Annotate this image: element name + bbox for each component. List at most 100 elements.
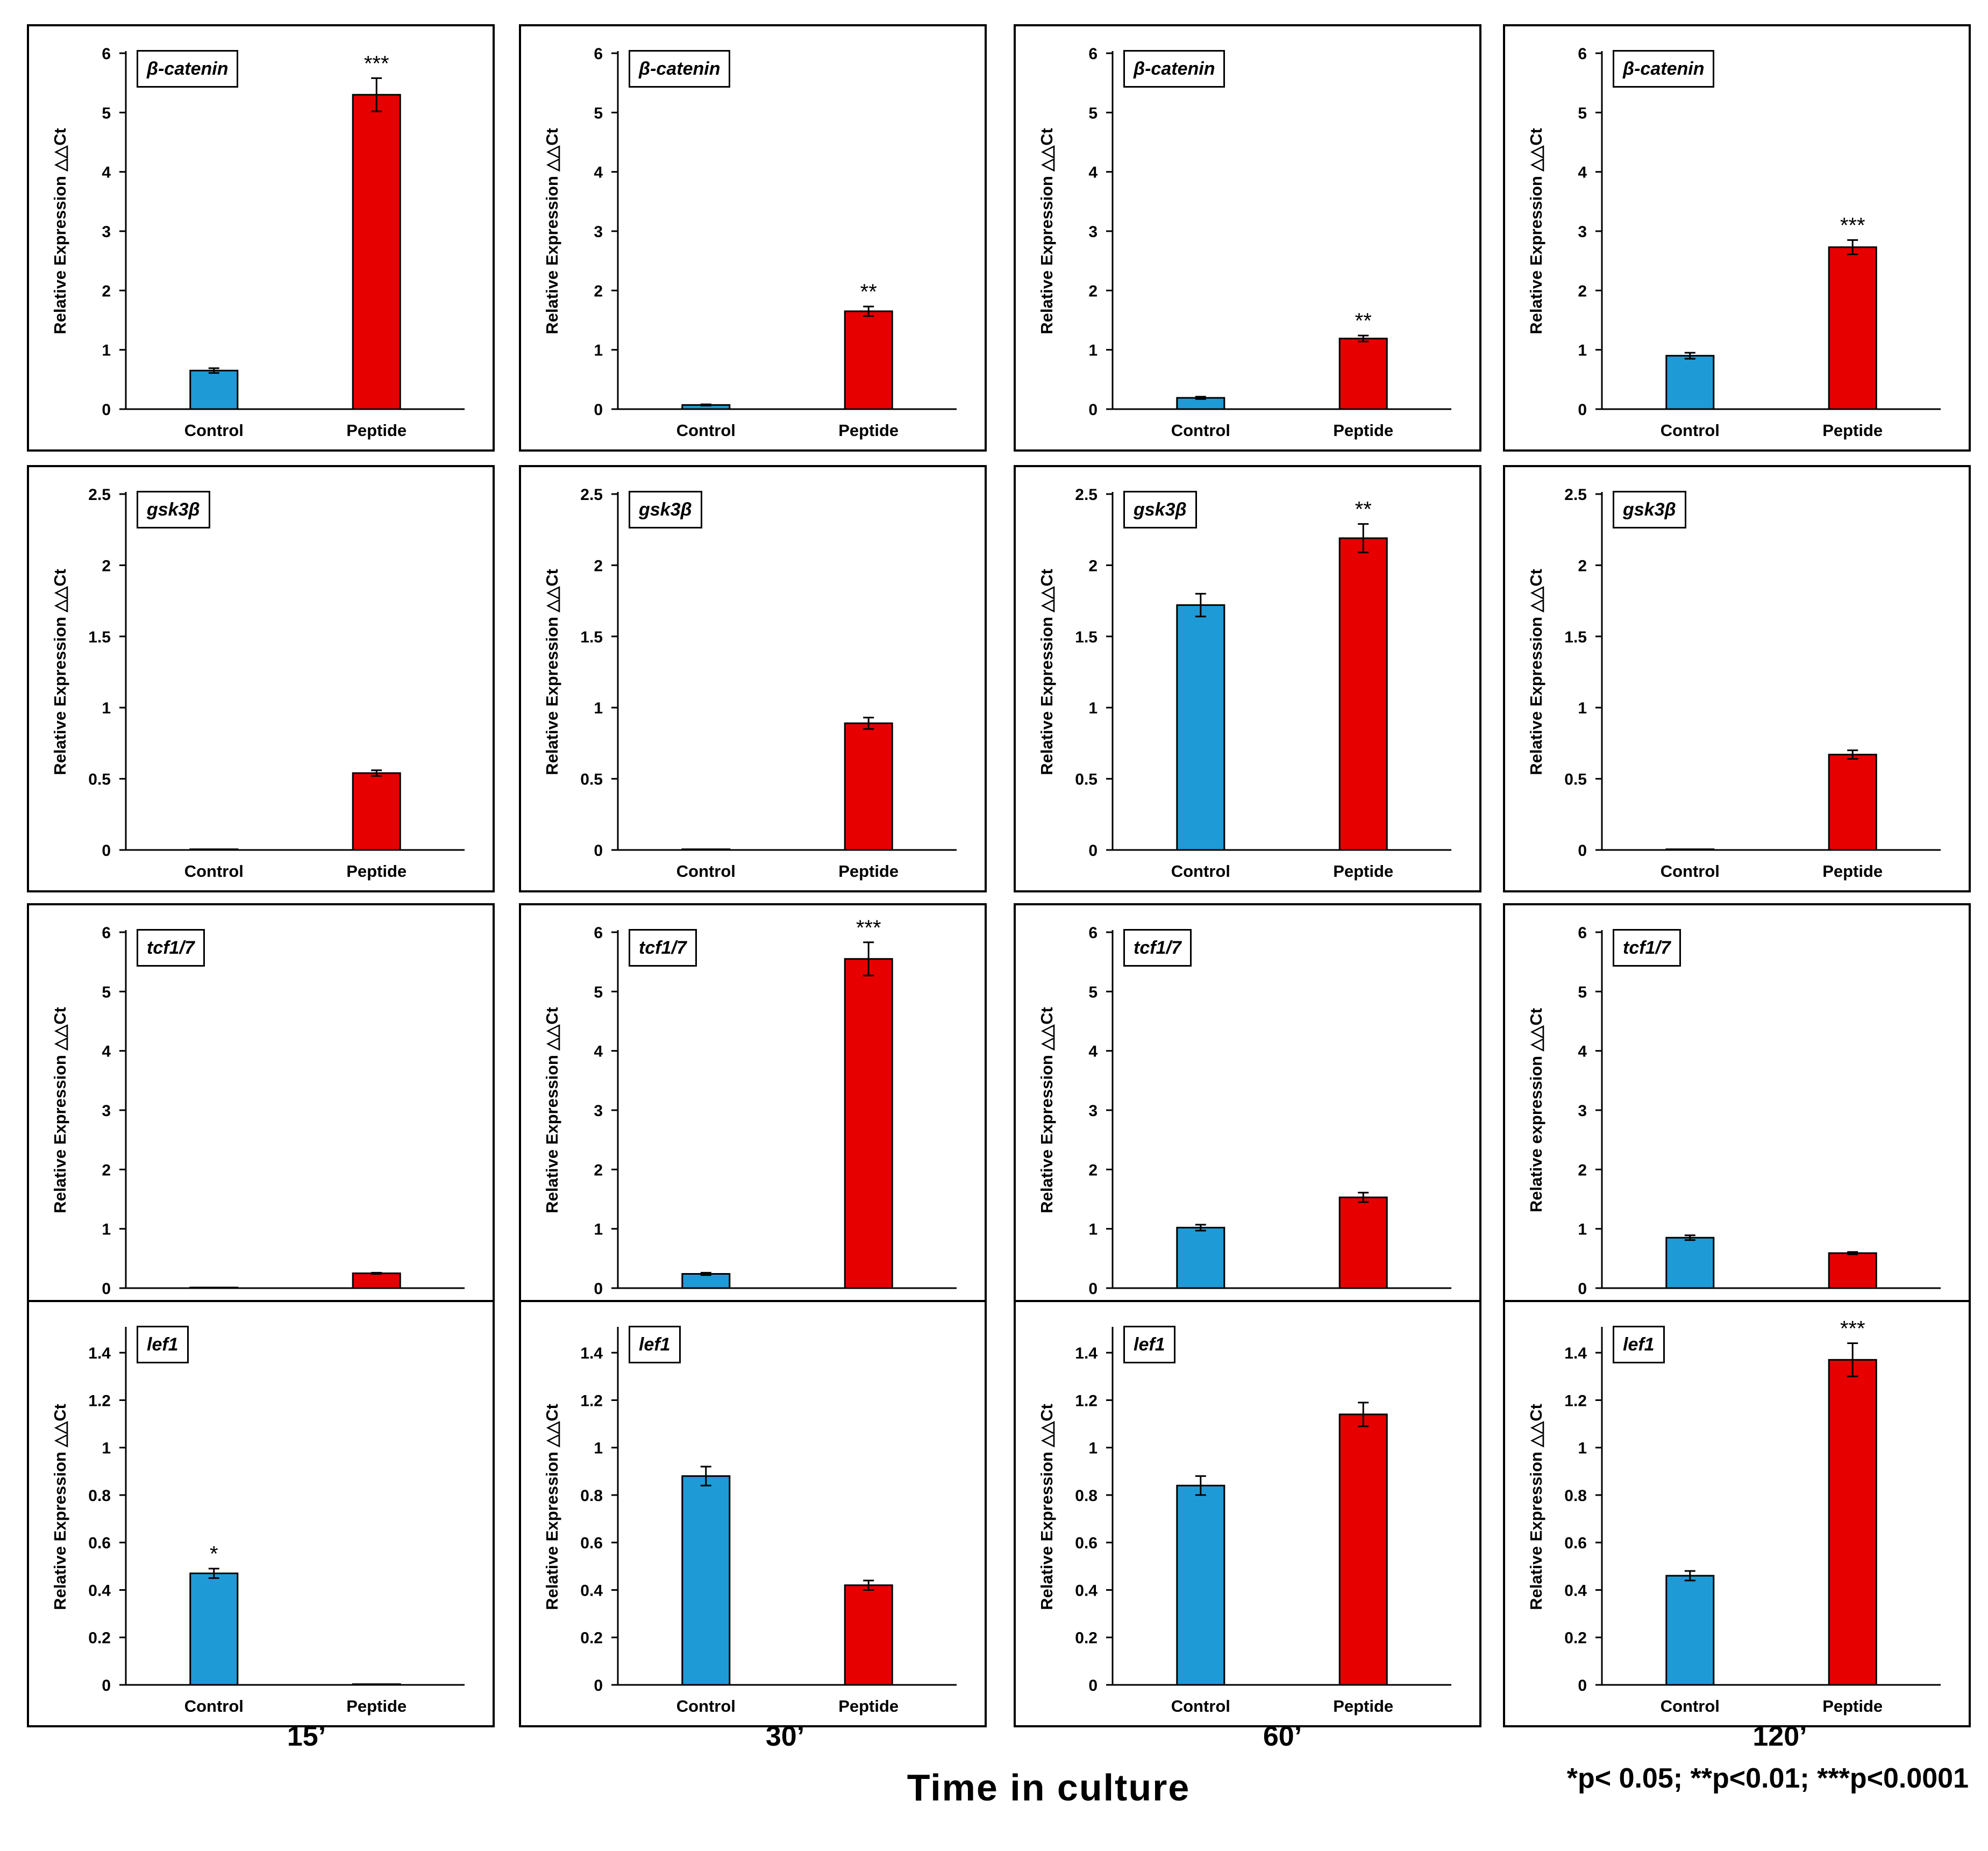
y-tick-label: 6: [1088, 45, 1098, 63]
x-category-label: Peptide: [346, 1697, 407, 1716]
y-tick-label: 4: [1088, 164, 1098, 182]
y-tick-label: 1: [594, 1221, 603, 1239]
y-tick-label: 5: [102, 983, 111, 1001]
error-bar: [208, 367, 219, 374]
error-bar: [1195, 396, 1206, 400]
error-bar: [371, 77, 382, 112]
y-tick-label: 0: [1578, 1677, 1587, 1695]
y-tick-label: 0: [1088, 1677, 1098, 1695]
y-tick-label: 3: [1088, 1102, 1098, 1120]
chart-panel: lef1 0 0.2 0.4 0.6 0.8 1 1.2 1.4 Relative Express…: [1503, 1300, 1971, 1727]
y-tick-label: 1.5: [1564, 628, 1587, 646]
y-tick-label: 6: [1578, 45, 1587, 63]
bar-control: [1665, 848, 1715, 851]
bar-control: [1665, 355, 1715, 410]
y-tick-label: 1: [594, 1440, 603, 1457]
x-category-label: Peptide: [346, 421, 407, 440]
gene-label: tcf1/7: [1613, 929, 1681, 967]
gene-label: gsk3β: [629, 491, 702, 528]
y-tick-label: 0: [594, 1677, 603, 1695]
chart-svg: 0 0.5 1 1.5 2 2.5 Relative Expression △△Ct Cont…: [1527, 486, 1941, 881]
y-tick-label: 0.5: [1564, 771, 1587, 789]
x-category-label: Peptide: [1822, 421, 1883, 440]
chart-panel: gsk3β 0 0.5 1 1.5 2 2.5 Relative Expression △△C…: [1014, 465, 1481, 892]
chart-svg: 0 0.5 1 1.5 2 2.5 Relative Expression △△Ct Cont…: [543, 486, 957, 881]
y-tick-label: 5: [594, 104, 603, 122]
x-category-label: Peptide: [1822, 862, 1883, 881]
error-bar: [1684, 352, 1695, 360]
y-axis-label: Relative Expression △△Ct: [1527, 1404, 1545, 1610]
y-tick-label: 1: [1088, 1221, 1098, 1239]
y-tick-label: 3: [102, 223, 111, 241]
bar-peptide: [352, 1272, 401, 1289]
y-tick-label: 1.5: [580, 628, 603, 646]
error-bar: [863, 305, 874, 317]
chart-panel: β-catenin 0 1 2 3 4 5 6 Relative Expression △△Ct…: [1503, 24, 1971, 452]
y-tick-label: 4: [594, 1043, 603, 1061]
y-tick-label: 1: [102, 342, 111, 360]
y-tick-label: 2: [1578, 557, 1587, 575]
y-tick-label: 0: [1088, 842, 1098, 860]
y-tick-label: 0: [594, 1280, 603, 1298]
gene-label: lef1: [1123, 1326, 1175, 1363]
gene-label: gsk3β: [1613, 491, 1686, 528]
y-tick-label: 0: [1578, 1280, 1587, 1298]
x-category-label: Control: [676, 862, 736, 881]
x-category-label: Peptide: [346, 862, 407, 881]
y-tick-label: 0: [1088, 1280, 1098, 1298]
y-axis-label: Relative Expression △△Ct: [51, 1404, 69, 1610]
y-tick-label: 0: [1578, 842, 1587, 860]
y-axis-label: Relative expression △△Ct: [1527, 1008, 1545, 1212]
y-axis-label: Relative Expression △△Ct: [51, 569, 69, 775]
x-category-label: Control: [184, 862, 244, 881]
bar-control: [1176, 1226, 1225, 1289]
y-tick-label: 2: [594, 282, 603, 300]
y-tick-label: 1: [1578, 1440, 1587, 1457]
chart-svg: 0 0.2 0.4 0.6 0.8 1 1.2 1.4 Relative Expression …: [1527, 1317, 1941, 1716]
time-label-30: 30’: [765, 1721, 805, 1752]
y-tick-label: 2: [102, 557, 111, 575]
error-bar: [1684, 1570, 1695, 1582]
bar-peptide: [352, 94, 401, 410]
chart-svg: 0 0.2 0.4 0.6 0.8 1 1.2 1.4 Relative Expression …: [1037, 1327, 1451, 1716]
y-tick-label: 2: [1088, 557, 1098, 575]
y-tick-label: 2.5: [1075, 486, 1098, 504]
y-tick-label: 4: [1088, 1043, 1098, 1061]
x-category-label: Control: [1661, 421, 1720, 440]
y-tick-label: 3: [594, 1102, 603, 1120]
chart-panel: lef1 0 0.2 0.4 0.6 0.8 1 1.2 1.4 Relative Express…: [519, 1300, 987, 1727]
bar-control: [1176, 1484, 1225, 1686]
error-bar: [863, 1580, 874, 1591]
y-tick-label: 0.2: [1564, 1630, 1587, 1647]
bar-peptide: [844, 958, 893, 1289]
y-tick-label: 1.5: [1075, 628, 1098, 646]
y-tick-label: 3: [1578, 223, 1587, 241]
error-bar: [1358, 334, 1369, 342]
time-label-120: 120’: [1752, 1721, 1807, 1752]
bar-control: [681, 848, 731, 851]
error-bar: [863, 717, 874, 730]
gene-label: lef1: [629, 1326, 681, 1363]
x-category-label: Control: [1171, 421, 1230, 440]
bar-control: [189, 848, 239, 851]
y-tick-label: 0.5: [580, 771, 603, 789]
significance-marker: *: [210, 1542, 218, 1566]
gene-label: tcf1/7: [1123, 929, 1192, 967]
bar-peptide: [844, 722, 893, 851]
y-tick-label: 1.2: [88, 1392, 111, 1410]
y-tick-label: 6: [594, 45, 603, 63]
error-bar: [863, 941, 874, 977]
chart-panel: gsk3β 0 0.5 1 1.5 2 2.5 Relative Expression △△C…: [519, 465, 987, 892]
y-tick-label: 1.4: [1075, 1345, 1098, 1362]
y-tick-label: 0.6: [580, 1534, 603, 1552]
bar-control: [189, 369, 239, 410]
y-tick-label: 0.8: [580, 1487, 603, 1505]
y-tick-label: 2: [1088, 282, 1098, 300]
gene-label: gsk3β: [137, 491, 210, 528]
y-tick-label: 0: [594, 401, 603, 419]
y-tick-label: 6: [1088, 924, 1098, 942]
error-bar: [1358, 1191, 1369, 1203]
significance-marker: ***: [1840, 214, 1865, 238]
chart-panel: gsk3β 0 0.5 1 1.5 2 2.5 Relative Expression △△C…: [1503, 465, 1971, 892]
y-tick-label: 5: [1578, 104, 1587, 122]
